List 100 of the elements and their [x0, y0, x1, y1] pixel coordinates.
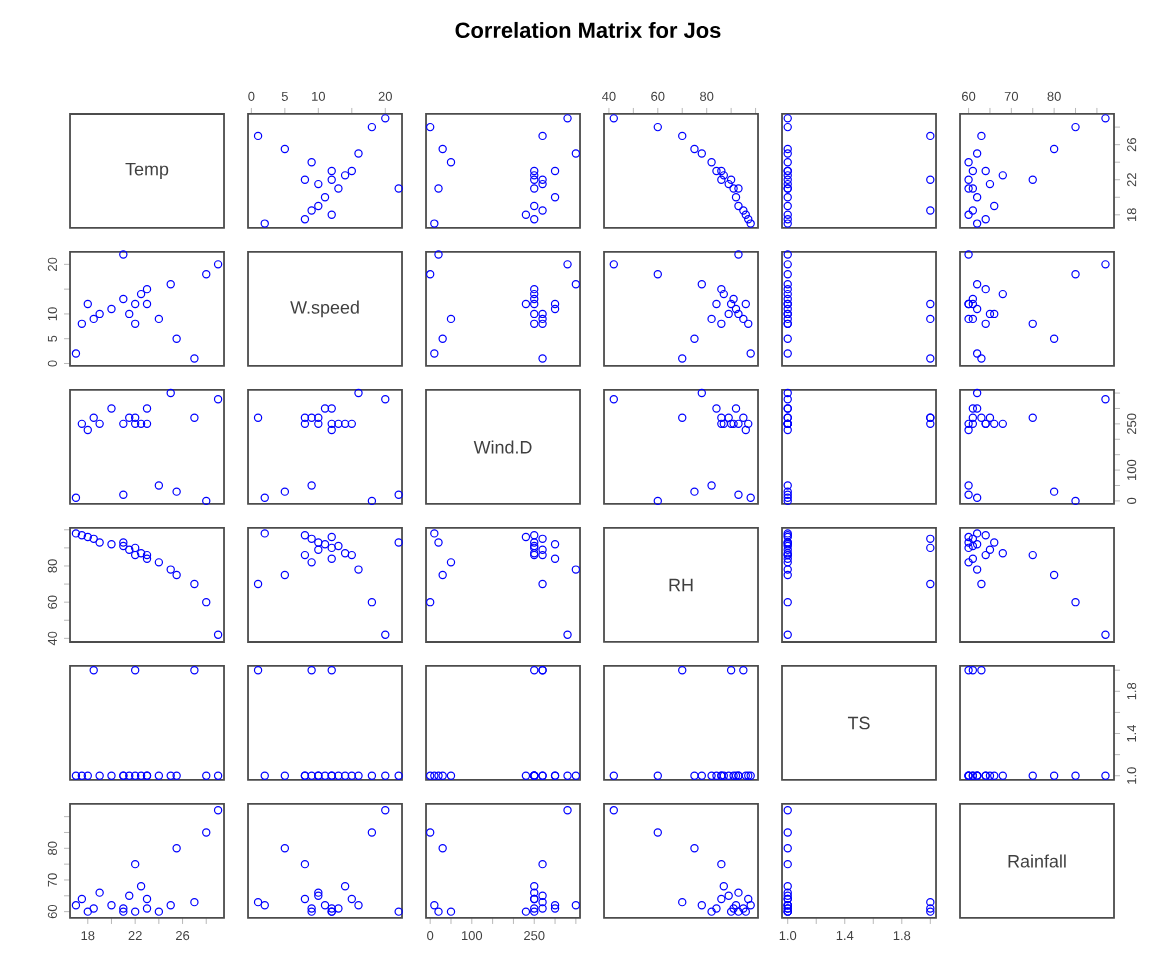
point — [154, 314, 164, 324]
point — [746, 349, 755, 358]
point — [354, 388, 363, 398]
point — [530, 171, 539, 180]
point — [744, 419, 753, 429]
point — [119, 538, 128, 547]
point — [783, 314, 792, 324]
point — [968, 166, 978, 176]
point — [530, 907, 539, 916]
point — [964, 481, 973, 490]
point — [130, 543, 140, 553]
point — [300, 531, 310, 540]
point — [538, 891, 547, 900]
point — [972, 349, 982, 358]
point — [678, 131, 687, 141]
point — [307, 558, 316, 567]
point — [280, 570, 290, 580]
point — [739, 904, 748, 913]
point — [1049, 144, 1059, 154]
point — [125, 891, 134, 900]
point — [521, 907, 531, 916]
point — [968, 184, 978, 193]
point — [280, 844, 290, 853]
point — [783, 570, 792, 580]
point — [107, 404, 116, 413]
point — [734, 419, 743, 429]
point — [107, 901, 116, 910]
point — [119, 907, 128, 916]
point — [964, 210, 973, 220]
point — [446, 907, 456, 916]
point — [260, 901, 269, 910]
point — [783, 250, 792, 259]
point — [726, 299, 736, 309]
point — [300, 550, 310, 560]
point — [972, 540, 982, 549]
point — [166, 565, 175, 574]
point — [990, 538, 999, 547]
point — [783, 481, 792, 490]
point — [783, 334, 792, 343]
point — [107, 540, 116, 549]
point — [202, 496, 211, 506]
point — [538, 206, 547, 215]
point — [1101, 114, 1110, 123]
point — [307, 481, 316, 490]
point — [142, 419, 152, 429]
point — [964, 490, 973, 499]
point — [314, 201, 323, 211]
point — [783, 304, 792, 314]
point — [783, 114, 792, 123]
point — [354, 901, 363, 910]
point — [972, 279, 982, 289]
point — [744, 215, 753, 224]
point — [1101, 630, 1110, 639]
point — [981, 550, 990, 560]
point — [300, 413, 310, 422]
point — [538, 319, 547, 329]
point — [734, 201, 743, 211]
point — [394, 184, 403, 193]
point — [783, 597, 792, 607]
point — [538, 579, 547, 589]
point — [438, 844, 447, 853]
point — [340, 882, 350, 891]
point — [707, 907, 716, 916]
point — [783, 210, 792, 220]
point — [712, 404, 721, 413]
point — [783, 144, 792, 154]
point — [136, 289, 146, 299]
point — [538, 179, 547, 189]
point — [125, 309, 134, 319]
point — [783, 294, 792, 304]
point — [690, 144, 699, 154]
point — [690, 844, 699, 853]
point — [739, 314, 748, 324]
point — [972, 565, 982, 574]
point — [678, 897, 687, 907]
point — [530, 882, 539, 891]
point — [783, 554, 792, 563]
point — [926, 534, 935, 544]
point — [213, 630, 223, 639]
point — [926, 579, 935, 589]
point — [307, 904, 316, 913]
point — [571, 565, 581, 574]
point — [340, 549, 350, 558]
point — [783, 149, 792, 158]
point — [783, 888, 792, 897]
point — [1071, 122, 1080, 132]
point — [130, 299, 140, 309]
point — [172, 844, 181, 853]
point — [926, 897, 935, 907]
point — [729, 184, 738, 193]
point — [434, 250, 443, 259]
point — [320, 193, 330, 202]
point — [690, 487, 699, 496]
point — [926, 419, 935, 429]
point — [707, 158, 716, 167]
point — [783, 828, 792, 837]
point — [990, 201, 999, 211]
point — [964, 419, 973, 429]
point — [260, 493, 269, 503]
text: Correlation Matrix for Jos — [455, 21, 721, 39]
